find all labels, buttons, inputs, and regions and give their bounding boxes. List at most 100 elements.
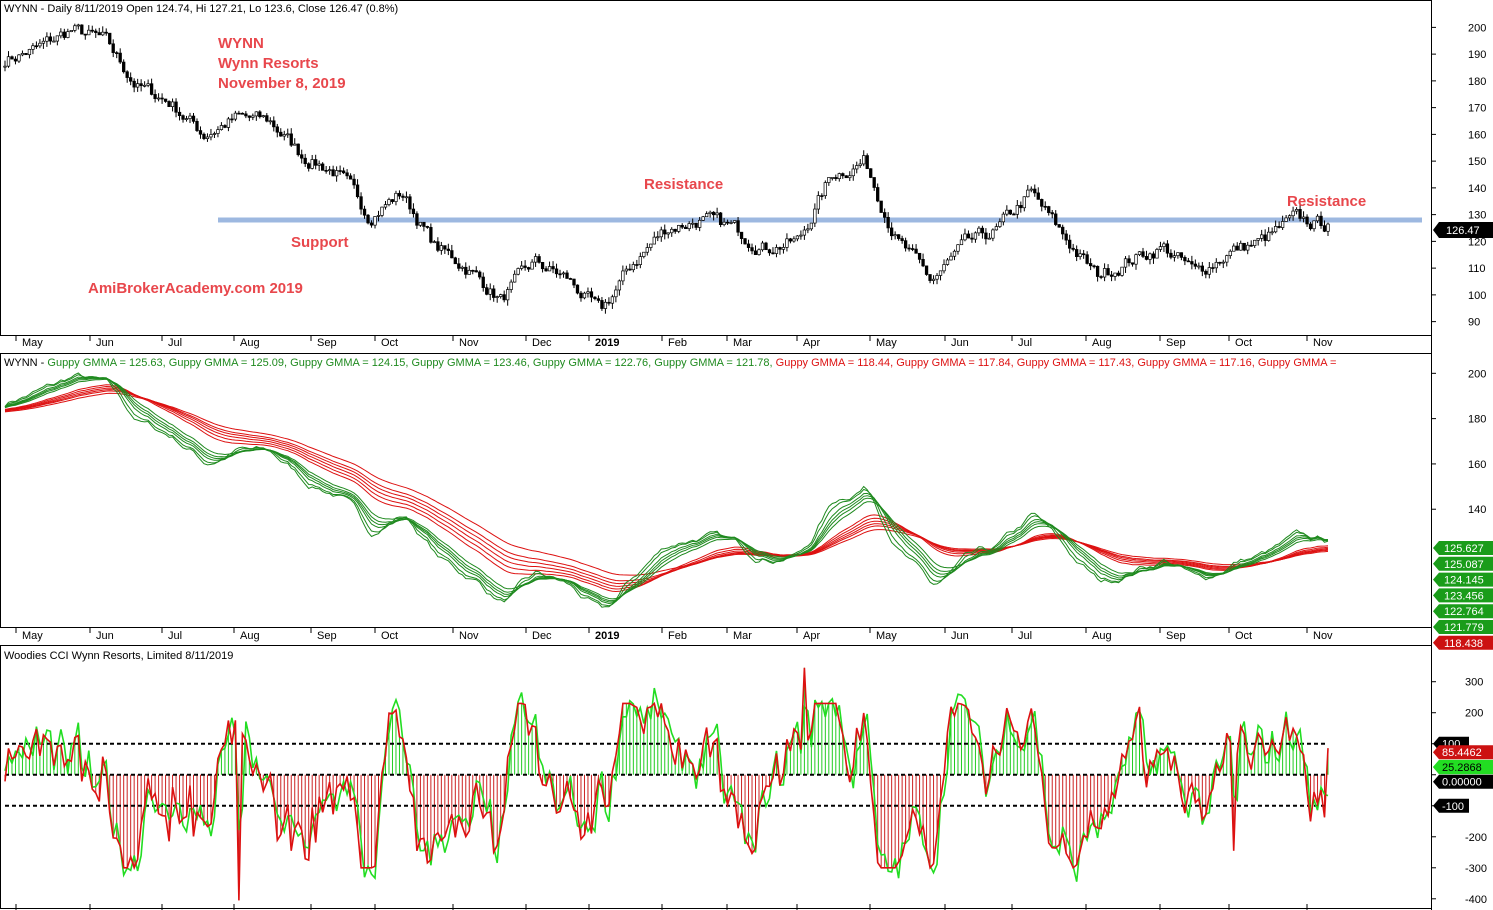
price-x-axis: May Jun Jul Aug Sep Oct Nov Dec 2019 Feb Mar Apr May…	[15, 335, 1333, 349]
price-bar-body	[1256, 238, 1260, 241]
price-bar-body	[17, 54, 21, 62]
price-bar-body	[6, 56, 11, 67]
price-bar-body	[586, 291, 590, 294]
price-bar-body	[41, 40, 46, 44]
month-label: Sep	[317, 630, 337, 642]
price-bar-body	[516, 268, 520, 275]
price-y-tick-label: 100	[1468, 290, 1486, 302]
price-bar-body	[118, 52, 122, 63]
price-bar-body	[1263, 234, 1267, 241]
price-bar-body	[492, 288, 496, 298]
cci-value-tag	[1433, 774, 1493, 789]
price-bar-body	[83, 33, 87, 36]
price-bar-body	[526, 267, 531, 270]
price-bar-body	[764, 242, 768, 251]
price-bar-body	[359, 196, 363, 210]
price-bar-body	[167, 101, 171, 107]
price-bar-body	[1033, 188, 1037, 194]
price-bar-body	[233, 112, 238, 120]
price-bar-body	[1253, 239, 1257, 246]
price-bar-body	[191, 115, 196, 122]
price-bar-body	[1120, 266, 1124, 276]
cci-value-text: 25.2868	[1442, 762, 1482, 774]
price-bar-body	[1081, 253, 1086, 256]
gmma-value-tag	[1433, 541, 1493, 555]
gmma-short-line	[4, 376, 1328, 605]
gmma-y-axis: 200 180 160 140	[1431, 368, 1486, 516]
price-bar-body	[24, 52, 28, 56]
price-bar-body	[1001, 213, 1006, 223]
price-panel[interactable]: WYNN - Daily 8/11/2019 Open 124.74, Hi 1…	[3, 3, 1493, 349]
price-bar-body	[736, 220, 740, 233]
price-bar-body	[659, 229, 663, 238]
price-bar-body	[1158, 246, 1163, 250]
price-bar-body	[893, 234, 897, 237]
price-bar-body	[519, 265, 524, 269]
month-label: Jul	[1018, 337, 1032, 349]
price-bar-body	[1211, 267, 1215, 269]
price-bar-body	[153, 94, 157, 99]
price-bar-body	[394, 192, 398, 202]
price-bar-body	[160, 97, 164, 100]
price-bar-body	[652, 236, 656, 245]
month-label: Mar	[733, 630, 752, 642]
price-bar-body	[558, 273, 562, 276]
price-bar-body	[1291, 210, 1295, 217]
cci-panel-header: Woodies CCI Wynn Resorts, Limited 8/11/2…	[4, 650, 233, 662]
price-bar-body	[1008, 209, 1012, 215]
price-bar-body	[1305, 216, 1309, 225]
price-bar-body	[369, 222, 374, 226]
price-bar-body	[464, 266, 468, 275]
price-bar-body	[1312, 220, 1316, 230]
price-bar-body	[352, 178, 356, 186]
price-bar-body	[802, 229, 807, 236]
month-label: Nov	[459, 337, 479, 349]
price-bar-body	[408, 196, 412, 210]
gmma-lines	[4, 372, 1329, 608]
price-bar-body	[327, 169, 332, 172]
price-bar-body	[387, 199, 391, 205]
price-bar-body	[921, 259, 925, 267]
price-y-tick-label: 120	[1468, 236, 1486, 248]
price-bar-body	[795, 235, 800, 240]
price-bar-body	[1319, 215, 1323, 227]
gmma-y-tick-label: 200	[1468, 368, 1486, 380]
price-y-tick-label: 130	[1468, 210, 1486, 222]
price-bar-body	[282, 134, 286, 137]
price-bar-body	[460, 266, 464, 269]
price-bar-body	[540, 262, 545, 270]
price-bar-body	[122, 61, 126, 73]
price-bars	[3, 23, 1330, 314]
cci-value-tag	[1433, 745, 1493, 760]
month-label: Aug	[1092, 337, 1112, 349]
price-bar-body	[991, 229, 995, 239]
price-bar-body	[135, 83, 140, 88]
price-panel-header: WYNN - Daily 8/11/2019 Open 124.74, Hi 1…	[4, 3, 398, 15]
price-bar-body	[883, 212, 887, 218]
price-bar-body	[1047, 206, 1051, 213]
price-bar-body	[453, 257, 457, 265]
price-bar-body	[300, 154, 304, 159]
price-bar-body	[34, 45, 39, 48]
price-bar-body	[216, 129, 220, 134]
price-bar-body	[348, 175, 353, 180]
price-bar-body	[966, 233, 971, 239]
price-bar-body	[272, 120, 276, 128]
title-symbol: WYNN	[218, 35, 264, 52]
month-label: Nov	[1313, 630, 1333, 642]
price-bar-body	[677, 225, 681, 232]
gmma-panel[interactable]: WYNN - Guppy GMMA = 125.63, Guppy GMMA =…	[4, 357, 1493, 650]
price-bar-body	[1298, 209, 1302, 219]
cci-value-tag	[1433, 798, 1469, 813]
cci-y-tick-label: -200	[1465, 832, 1487, 844]
price-bar-body	[331, 169, 335, 177]
cci-panel[interactable]: Woodies CCI Wynn Resorts, Limited 8/11/2…	[4, 650, 1493, 910]
price-bar-body	[823, 182, 827, 197]
month-label: Oct	[381, 630, 398, 642]
price-bar-body	[411, 208, 416, 215]
price-bar-body	[212, 133, 217, 135]
price-y-tick-label: 90	[1468, 317, 1480, 329]
price-bar-body	[1151, 253, 1156, 259]
price-bar-body	[317, 163, 321, 166]
price-bar-body	[862, 155, 866, 165]
